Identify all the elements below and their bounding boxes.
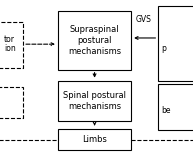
Text: p: p xyxy=(161,44,166,53)
Text: tor: tor xyxy=(4,35,15,44)
Text: Spinal postural
mechanisms: Spinal postural mechanisms xyxy=(63,91,126,111)
Bar xyxy=(0,87,23,118)
Text: Supraspinal
postural
mechanisms: Supraspinal postural mechanisms xyxy=(68,25,121,56)
Bar xyxy=(58,11,131,70)
Bar xyxy=(58,81,131,121)
Text: Limbs: Limbs xyxy=(82,135,107,144)
Bar xyxy=(58,129,131,150)
Bar xyxy=(158,6,193,81)
Bar xyxy=(0,22,23,68)
Text: be: be xyxy=(161,106,171,115)
Text: ion: ion xyxy=(4,44,16,53)
Bar xyxy=(158,84,193,130)
Text: GVS: GVS xyxy=(136,15,152,24)
